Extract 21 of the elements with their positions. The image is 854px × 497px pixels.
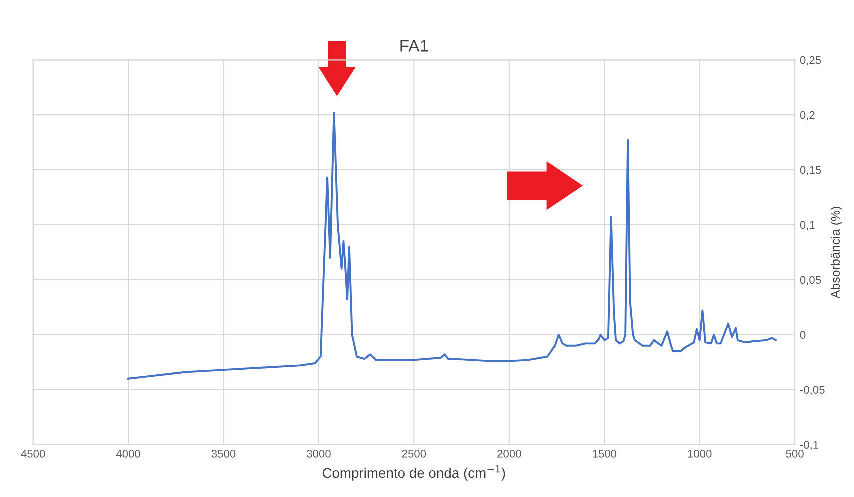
y-tick-label: 0,05 bbox=[800, 276, 822, 286]
line-series bbox=[128, 112, 778, 380]
x-tick-label: 2500 bbox=[402, 450, 426, 458]
x-tick-label: 1000 bbox=[688, 450, 712, 458]
y-tick-label: 0,25 bbox=[800, 56, 822, 66]
y-tick-label: 0,15 bbox=[800, 166, 822, 176]
x-tick-label: 500 bbox=[786, 450, 804, 458]
chart-title: FA1 bbox=[400, 40, 428, 52]
x-axis-title: Comprimento de onda (cm$^{−1}$) bbox=[322, 466, 506, 481]
y-tick-label: 0,2 bbox=[800, 111, 815, 121]
y-tick-label: 0 bbox=[800, 331, 806, 340]
x-tick-label: 2000 bbox=[498, 450, 522, 458]
x-tick-label: 3000 bbox=[307, 450, 331, 458]
y-tick-label: -0,05 bbox=[800, 386, 825, 396]
x-tick-label: 3500 bbox=[212, 450, 236, 458]
y-tick-label: 0,1 bbox=[800, 221, 815, 230]
y-tick-label: -0,1 bbox=[800, 441, 819, 450]
x-tick-label: 4000 bbox=[116, 450, 140, 458]
y-axis-title: Absorbância (%) bbox=[830, 207, 842, 299]
x-tick-label: 4500 bbox=[21, 450, 46, 458]
x-tick-label: 1500 bbox=[593, 450, 617, 458]
